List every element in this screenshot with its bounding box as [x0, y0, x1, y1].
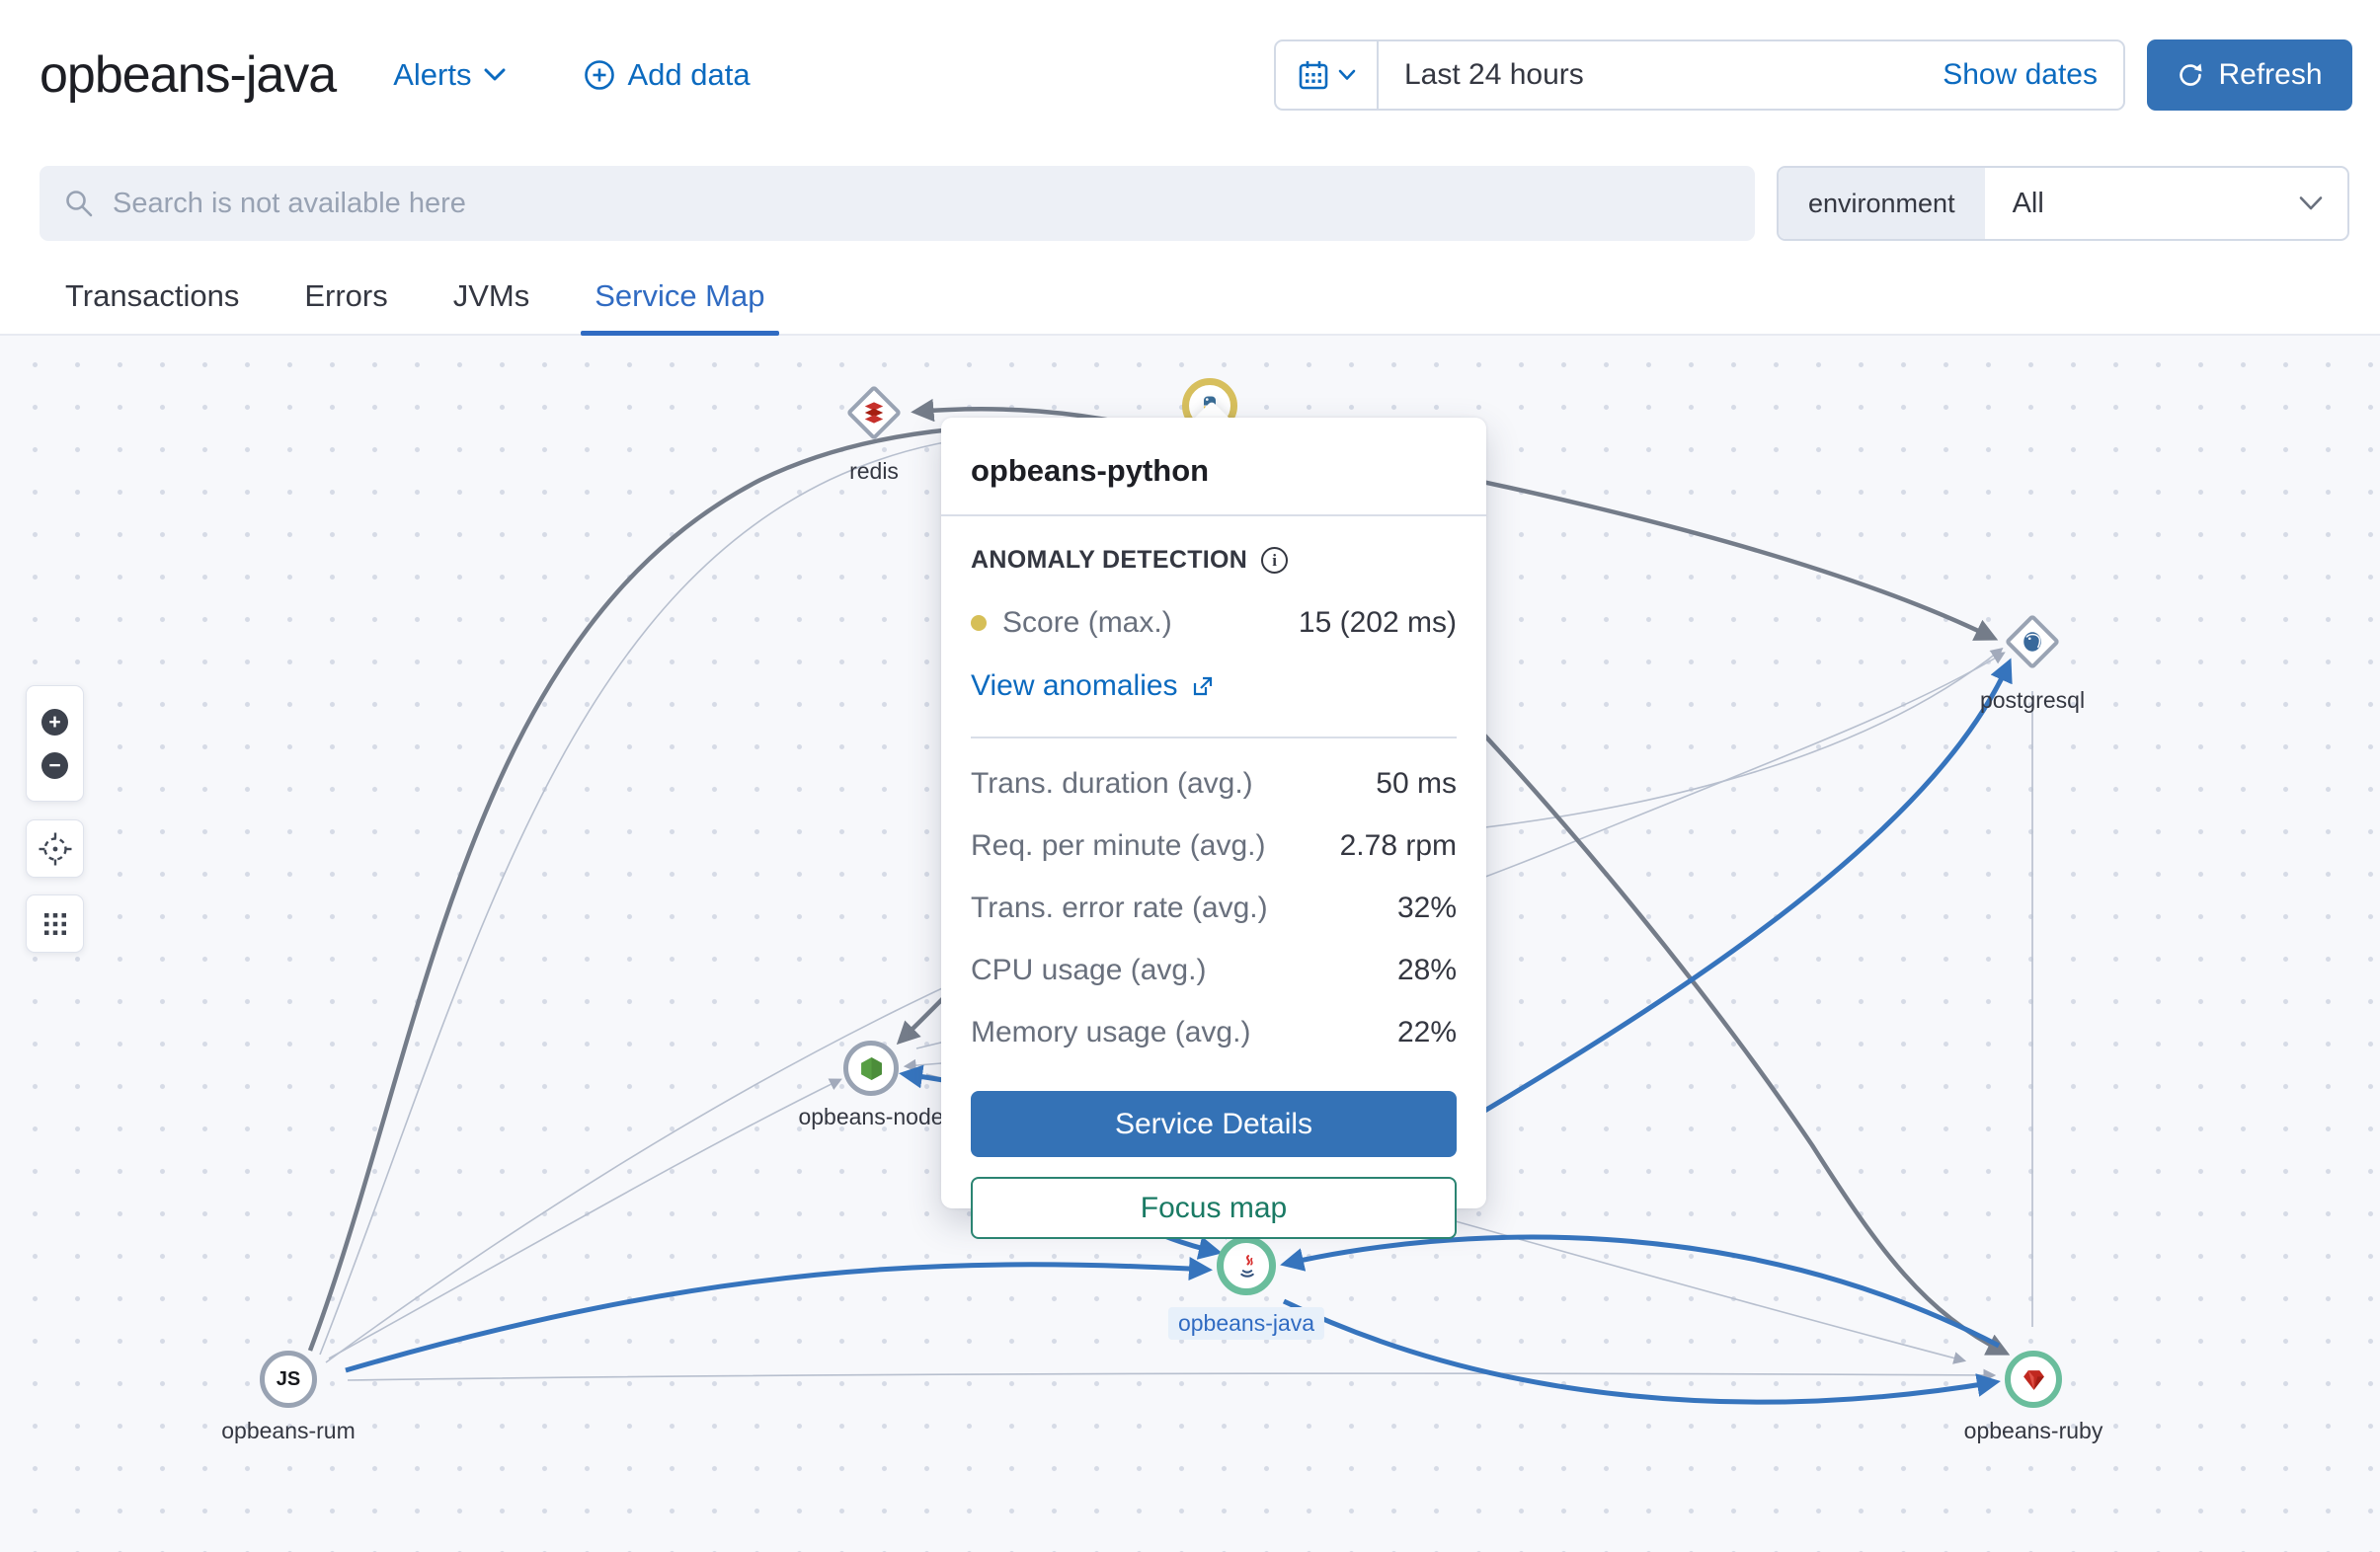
popover-title-divider [941, 514, 1486, 516]
node-label-redis: redis [849, 458, 899, 484]
view-anomalies-link[interactable]: View anomalies [971, 669, 1457, 703]
calendar-icon [1299, 61, 1328, 90]
service-popover: opbeans-python ANOMALY DETECTION i Score… [941, 418, 1486, 1239]
chevron-down-icon [1338, 69, 1356, 80]
metric-row: Trans. error rate (avg.) 32% [971, 892, 1457, 925]
anomaly-detection-heading: ANOMALY DETECTION [971, 546, 1248, 574]
opbeans-node-node-shape [843, 1041, 899, 1096]
score-value: 15 (202 ms) [1298, 606, 1457, 639]
node-label-postgresql: postgresql [1979, 687, 2086, 713]
environment-filter[interactable]: environment All [1777, 166, 2349, 241]
opbeans-java-node-shape [1217, 1236, 1276, 1295]
nodejs-icon [860, 1056, 882, 1080]
tab-errors[interactable]: Errors [304, 278, 388, 313]
node-label-opbeans-ruby: opbeans-ruby [1963, 1418, 2103, 1443]
metric-label: Memory usage (avg.) [971, 1016, 1251, 1048]
score-label: Score (max.) [1002, 606, 1172, 639]
opbeans-ruby-node-shape [2005, 1351, 2062, 1408]
node-redis[interactable]: redis [845, 384, 903, 484]
metric-value: 22% [1396, 1016, 1457, 1048]
metric-label: CPU usage (avg.) [971, 954, 1207, 986]
anomaly-severity-dot [971, 615, 987, 631]
node-opbeans-java[interactable]: opbeans-java [1167, 1236, 1325, 1340]
page-title: opbeans-java [40, 46, 337, 104]
service-details-button[interactable]: Service Details [971, 1091, 1457, 1157]
alerts-menu[interactable]: Alerts [393, 57, 507, 93]
node-opbeans-node[interactable]: opbeans-node [798, 1041, 944, 1129]
metric-label: Req. per minute (avg.) [971, 829, 1266, 862]
node-label-opbeans-rum: opbeans-rum [221, 1418, 356, 1443]
metric-row: CPU usage (avg.) 28% [971, 954, 1457, 987]
zoom-out-button[interactable]: − [41, 751, 68, 779]
environment-filter-value: All [2012, 187, 2044, 219]
info-icon[interactable]: i [1261, 547, 1289, 574]
add-data-label: Add data [627, 57, 751, 92]
popover-title: opbeans-python [971, 453, 1210, 488]
add-data-button[interactable]: Add data [584, 57, 751, 93]
crosshair-icon [39, 832, 71, 865]
tab-service-map[interactable]: Service Map [581, 265, 779, 336]
calendar-menu-button[interactable] [1276, 41, 1379, 109]
header: opbeans-java Alerts Add data Last 24 hou… [40, 34, 2352, 116]
plus-icon: + [48, 710, 61, 734]
metric-row: Trans. duration (avg.) 50 ms [971, 767, 1457, 801]
node-postgresql[interactable]: postgresql [1980, 613, 2085, 713]
metric-value: 50 ms [1376, 767, 1457, 800]
tab-jvms[interactable]: JVMs [452, 278, 530, 313]
time-controls: Last 24 hours Show dates Refresh [1274, 39, 2352, 111]
time-range-value[interactable]: Last 24 hours [1404, 58, 1584, 91]
node-label-opbeans-java: opbeans-java [1167, 1307, 1325, 1340]
view-anomalies-label: View anomalies [971, 669, 1178, 702]
js-badge: JS [276, 1367, 301, 1390]
postgresql-node-shape [2004, 613, 2061, 670]
metric-label: Trans. error rate (avg.) [971, 892, 1268, 924]
node-opbeans-ruby[interactable]: opbeans-ruby [1964, 1351, 2102, 1443]
focus-map-button[interactable]: Focus map [971, 1177, 1457, 1239]
metric-row: Req. per minute (avg.) 2.78 rpm [971, 829, 1457, 863]
zoom-in-button[interactable]: + [41, 708, 68, 736]
opbeans-rum-node-shape: JS [260, 1351, 317, 1408]
grid-icon [43, 912, 66, 935]
filter-row: environment All [40, 166, 2349, 241]
search-box [40, 166, 1755, 241]
circle-plus-icon [585, 60, 615, 90]
alerts-label: Alerts [393, 57, 472, 92]
layout-grid-button[interactable] [26, 894, 84, 953]
date-picker: Last 24 hours Show dates [1274, 39, 2125, 111]
search-icon [66, 191, 93, 217]
ruby-icon [2023, 1369, 2044, 1390]
popover-divider [971, 737, 1457, 738]
java-icon [1239, 1254, 1254, 1278]
metric-label: Trans. duration (avg.) [971, 767, 1253, 800]
refresh-label: Refresh [2218, 58, 2323, 91]
metric-value: 2.78 rpm [1339, 829, 1457, 862]
tab-bar: Transactions Errors JVMs Service Map [0, 265, 2380, 336]
chevron-down-icon [2298, 195, 2347, 211]
node-label-opbeans-node: opbeans-node [798, 1104, 944, 1129]
refresh-icon [2180, 63, 2202, 86]
external-link-icon [1193, 676, 1212, 696]
center-map-button[interactable] [26, 819, 84, 878]
redis-node-shape [845, 384, 903, 441]
minus-icon: − [48, 753, 61, 777]
redis-icon [864, 402, 884, 424]
environment-filter-label: environment [1779, 168, 1985, 239]
anomaly-score-row: Score (max.) 15 (202 ms) [971, 606, 1457, 640]
zoom-controls: + − [26, 685, 84, 802]
chevron-down-icon [484, 68, 506, 81]
metric-value: 28% [1396, 954, 1457, 986]
metric-value: 32% [1396, 892, 1457, 924]
node-opbeans-rum[interactable]: JS opbeans-rum [221, 1351, 356, 1443]
postgresql-icon [2023, 632, 2041, 652]
show-dates-link[interactable]: Show dates [1943, 58, 2098, 91]
metric-row: Memory usage (avg.) 22% [971, 1016, 1457, 1049]
refresh-button[interactable]: Refresh [2147, 39, 2352, 111]
search-input[interactable] [113, 187, 1731, 220]
tab-transactions[interactable]: Transactions [65, 278, 240, 313]
